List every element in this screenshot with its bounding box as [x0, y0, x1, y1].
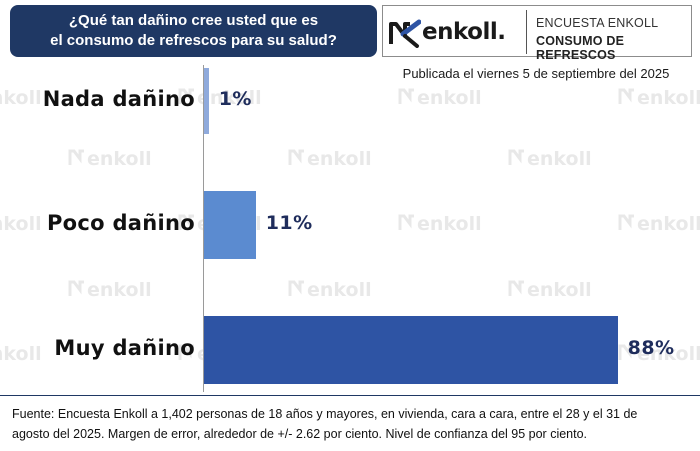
category-label: Nada dañino — [42, 87, 195, 111]
enkoll-mark-icon — [389, 19, 421, 48]
brand-box: enkoll. ENCUESTA ENKOLL CONSUMO DE REFRE… — [382, 5, 692, 62]
enkoll-logo-text: enkoll. — [422, 19, 506, 45]
source-note: Fuente: Encuesta Enkoll a 1,402 personas… — [12, 404, 694, 444]
chart-title-line-2: el consumo de refrescos para su salud? — [50, 32, 337, 49]
brand-divider — [526, 10, 527, 54]
bar — [204, 316, 618, 384]
value-label: 88% — [627, 337, 675, 359]
value-label: 1% — [218, 88, 252, 110]
chart-title-line-1: ¿Qué tan dañino cree usted que es — [68, 12, 319, 29]
enkoll-logo: enkoll. — [389, 14, 511, 50]
brand-topic-label: CONSUMO DE REFRESCOS — [536, 34, 625, 62]
bar-chart: Nada dañino 1% Poco dañino 11% Muy dañino 88% — [42, 65, 675, 392]
bar — [204, 68, 209, 134]
footer-divider — [0, 395, 700, 396]
source-note-line-1: Fuente: Encuesta Enkoll a 1,402 personas… — [12, 407, 638, 421]
source-note-line-2: agosto del 2025. Margen de error, alrede… — [12, 427, 588, 441]
category-label: Poco dañino — [46, 211, 195, 235]
category-axis-line — [203, 65, 204, 392]
chart-title-box: ¿Qué tan dañino cree usted que es el con… — [10, 5, 377, 57]
bar — [204, 191, 256, 259]
value-label: 11% — [265, 212, 313, 234]
category-label: Muy dañino — [54, 336, 195, 360]
brand-survey-label: ENCUESTA ENKOLL — [536, 16, 659, 30]
publication-date: Publicada el viernes 5 de septiembre del… — [402, 66, 670, 81]
